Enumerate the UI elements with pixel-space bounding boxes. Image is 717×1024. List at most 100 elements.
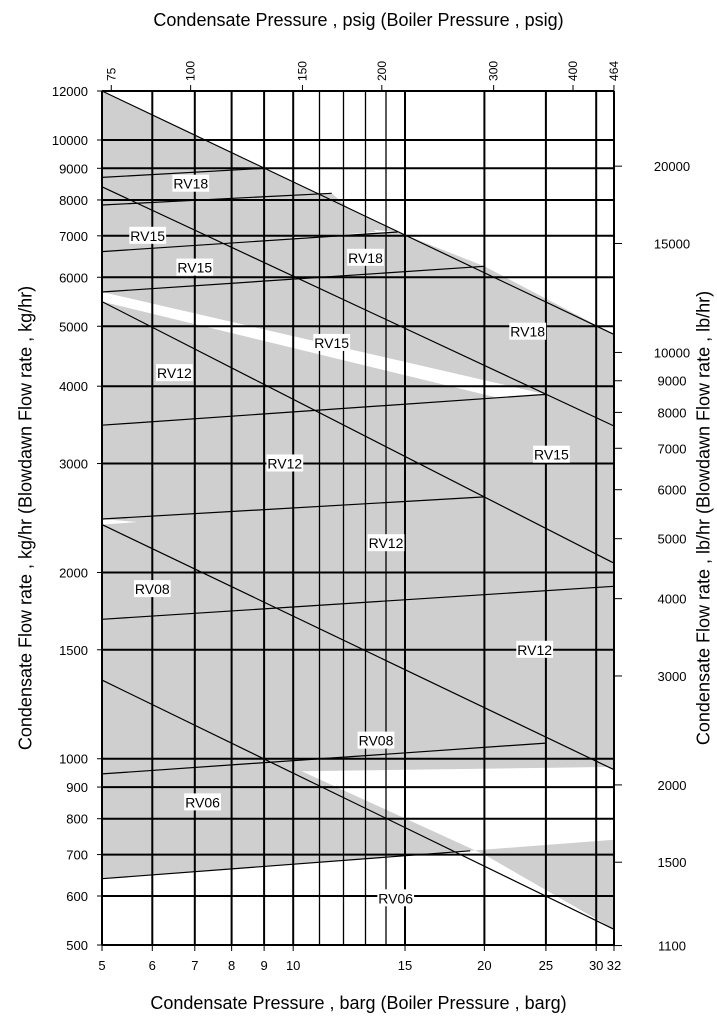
x-tick-label-8: 8 — [228, 958, 235, 973]
right-tick-label-4000: 4000 — [658, 592, 687, 607]
top-tick-label-400: 400 — [566, 61, 580, 81]
top-tick-label-75: 75 — [104, 67, 118, 81]
right-tick-label-20000: 20000 — [654, 159, 690, 174]
y-tick-label-600: 600 — [66, 889, 88, 904]
x-tick-label-6: 6 — [149, 958, 156, 973]
y-tick-label-8000: 8000 — [59, 193, 88, 208]
right-tick-label-8000: 8000 — [658, 405, 687, 420]
annotation-rv15-1: RV15 — [130, 228, 165, 244]
boundary-line-3 — [101, 524, 615, 771]
y-tick-label-1000: 1000 — [59, 752, 88, 767]
annotation-bg-9 — [367, 534, 405, 552]
annotation-rv06-14: RV06 — [378, 890, 413, 906]
boundary-line-6 — [101, 192, 332, 206]
x-tick-label-5: 5 — [98, 958, 105, 973]
annotation-bg-13 — [184, 793, 221, 811]
top-tick-label-100: 100 — [184, 61, 198, 81]
annotation-rv12-8: RV12 — [267, 456, 302, 472]
band-group — [102, 91, 614, 930]
y-tick-label-900: 900 — [66, 780, 88, 795]
annotation-rv08-12: RV08 — [359, 733, 394, 749]
y-tick-label-700: 700 — [66, 848, 88, 863]
annotation-rv12-11: RV12 — [517, 642, 552, 658]
x-tick-label-7: 7 — [191, 958, 198, 973]
y-tick-label-12000: 12000 — [52, 84, 88, 99]
annotation-bg-7 — [533, 445, 570, 463]
annotation-bg-14 — [377, 889, 415, 907]
annotation-bg-3 — [347, 248, 384, 266]
right-tick-label-1500: 1500 — [658, 855, 687, 870]
x-tick-label-25: 25 — [539, 958, 553, 973]
band-rv12-4 — [102, 394, 614, 564]
x-tick-label-20: 20 — [477, 958, 491, 973]
x-tick-label-10: 10 — [286, 958, 300, 973]
band-rv12-3 — [102, 301, 614, 426]
annotation-rv18-4: RV18 — [510, 324, 545, 340]
y-tick-label-4000: 4000 — [59, 379, 88, 394]
y-tick-label-6000: 6000 — [59, 270, 88, 285]
boundary-line-8 — [101, 265, 485, 293]
right-tick-label-9000: 9000 — [658, 374, 687, 389]
annotation-bg-0 — [172, 174, 210, 192]
boundary-line-group — [101, 90, 615, 930]
annotation-bg-11 — [516, 640, 554, 658]
bottom-axis-title: Condensate Pressure , barg (Boiler Press… — [150, 993, 567, 1013]
annotation-bg-5 — [313, 333, 351, 351]
boundary-line-10 — [101, 496, 485, 520]
y-tick-label-2000: 2000 — [59, 565, 88, 580]
right-tick-label-10000: 10000 — [654, 345, 690, 360]
band-rv18-7 — [102, 91, 265, 178]
annotation-rv15-2: RV15 — [177, 260, 212, 276]
right-tick-label-15000: 15000 — [654, 236, 690, 251]
annotation-bg-12 — [357, 731, 395, 749]
y-tick-label-3000: 3000 — [59, 457, 88, 472]
tick-label-group: 5 6 7 8 9 10 15 20 25 30 32 500 600 700 800 900 1000 1500… — [52, 61, 690, 973]
annotation-bg-1 — [129, 226, 167, 244]
boundary-line-11 — [101, 585, 615, 620]
annotation-rv08-10: RV08 — [135, 581, 170, 597]
right-tick-label-7000: 7000 — [658, 441, 687, 456]
boundary-line-7 — [101, 231, 398, 253]
annotation-rv18-3: RV18 — [348, 250, 383, 266]
x-tick-label-15: 15 — [398, 958, 412, 973]
boundary-line-1 — [101, 186, 615, 427]
boundary-line-5 — [101, 167, 265, 178]
y-tick-label-10000: 10000 — [52, 133, 88, 148]
y-tick-label-7000: 7000 — [59, 229, 88, 244]
annotation-rv15-5: RV15 — [314, 335, 349, 351]
annotation-rv18-0: RV18 — [173, 176, 208, 192]
annotation-bg-2 — [176, 258, 214, 276]
boundary-line-4 — [101, 679, 615, 930]
right-tick-label-2000: 2000 — [658, 778, 687, 793]
x-tick-label-30: 30 — [589, 958, 603, 973]
band-rv08-2 — [102, 496, 614, 774]
annotation-bg-8 — [266, 454, 304, 472]
boundary-line-13 — [101, 850, 471, 880]
top-axis-title: Condensate Pressure , psig (Boiler Press… — [153, 10, 564, 30]
x-tick-label-32: 32 — [607, 958, 621, 973]
annotation-group: RV18 RV15 RV15 RV18 RV18 RV15 RV12 RV15 RV12 RV12… — [129, 174, 570, 907]
x-tick-label-9: 9 — [261, 958, 268, 973]
top-tick-label-300: 300 — [487, 61, 501, 81]
y-tick-label-800: 800 — [66, 812, 88, 827]
right-tick-label-6000: 6000 — [658, 483, 687, 498]
annotation-bg-10 — [133, 580, 171, 598]
annotation-bg-4 — [509, 322, 547, 340]
right-tick-label-5000: 5000 — [658, 532, 687, 547]
right-tick-label-1100: 1100 — [658, 939, 686, 954]
band-rv15-5 — [102, 232, 614, 426]
boundary-line-2 — [101, 301, 615, 564]
annotation-rv12-9: RV12 — [369, 535, 404, 551]
boundary-line-9 — [101, 393, 546, 426]
annotation-bg-6 — [156, 364, 193, 382]
y-tick-label-500: 500 — [66, 938, 88, 953]
annotation-rv15-7: RV15 — [534, 447, 569, 463]
y-tick-label-9000: 9000 — [59, 161, 88, 176]
top-tick-label-200: 200 — [375, 61, 389, 81]
top-tick-label-150: 150 — [296, 61, 310, 81]
top-tick-label-464: 464 — [607, 61, 621, 81]
right-tick-label-3000: 3000 — [658, 669, 687, 684]
annotation-rv12-6: RV12 — [157, 365, 192, 381]
boundary-line-0 — [101, 90, 615, 335]
